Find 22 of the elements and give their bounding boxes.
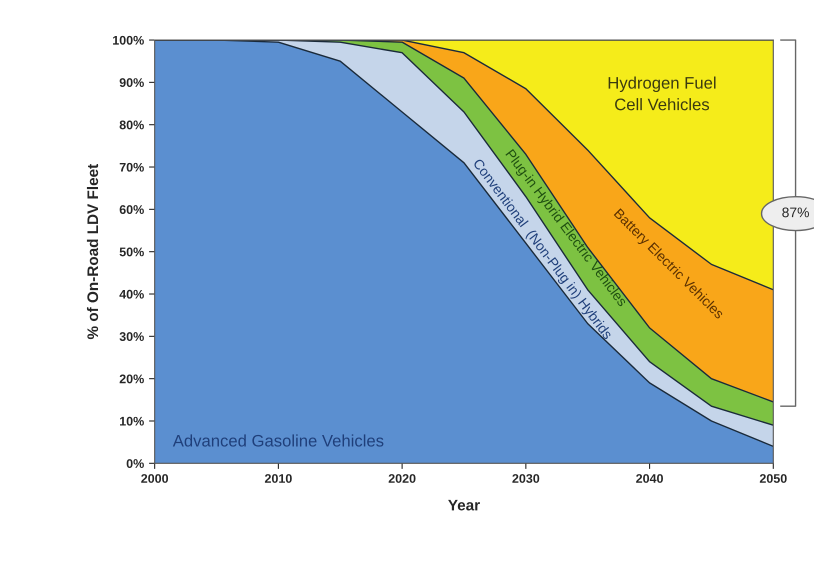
y-axis-title: % of On-Road LDV Fleet: [86, 164, 98, 340]
x-tick-label: 2030: [512, 474, 540, 483]
series-label: Advanced Gasoline Vehicles: [172, 434, 384, 447]
x-tick-label: 2040: [636, 474, 663, 483]
x-tick-label: 2010: [264, 474, 292, 483]
x-tick-label: 2050: [760, 474, 787, 483]
y-tick-label: 10%: [120, 416, 144, 426]
y-tick-label: 20%: [120, 374, 144, 384]
x-axis-title: Year: [448, 500, 480, 510]
y-tick-label: 90%: [120, 78, 144, 88]
series-label: Hydrogen Fuel Cell Vehicles: [608, 76, 716, 110]
y-tick-label: 30%: [120, 332, 144, 342]
x-tick-label: 2000: [141, 474, 168, 483]
y-tick-label: 40%: [119, 290, 144, 299]
text: 87%: [782, 207, 809, 218]
y-tick-label: 100%: [113, 36, 144, 45]
y-tick-label: 60%: [120, 205, 144, 214]
y-tick-label: 80%: [120, 120, 144, 130]
y-tick-label: 50%: [120, 247, 144, 256]
x-tick-label: 2020: [388, 474, 416, 483]
y-tick-label: 70%: [120, 162, 144, 172]
y-tick-label: 0%: [126, 459, 144, 468]
